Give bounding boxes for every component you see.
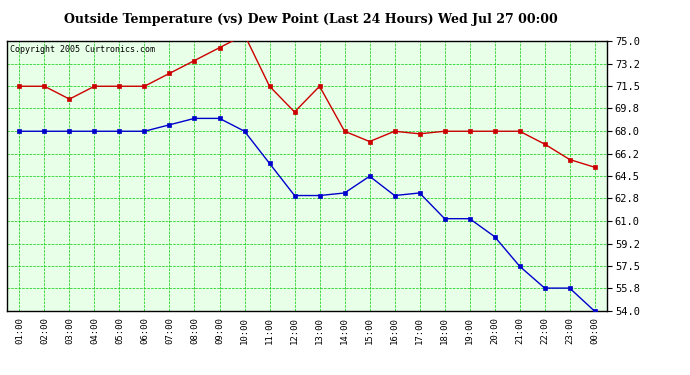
Text: Copyright 2005 Curtronics.com: Copyright 2005 Curtronics.com bbox=[10, 45, 155, 54]
Text: Outside Temperature (vs) Dew Point (Last 24 Hours) Wed Jul 27 00:00: Outside Temperature (vs) Dew Point (Last… bbox=[63, 13, 558, 26]
